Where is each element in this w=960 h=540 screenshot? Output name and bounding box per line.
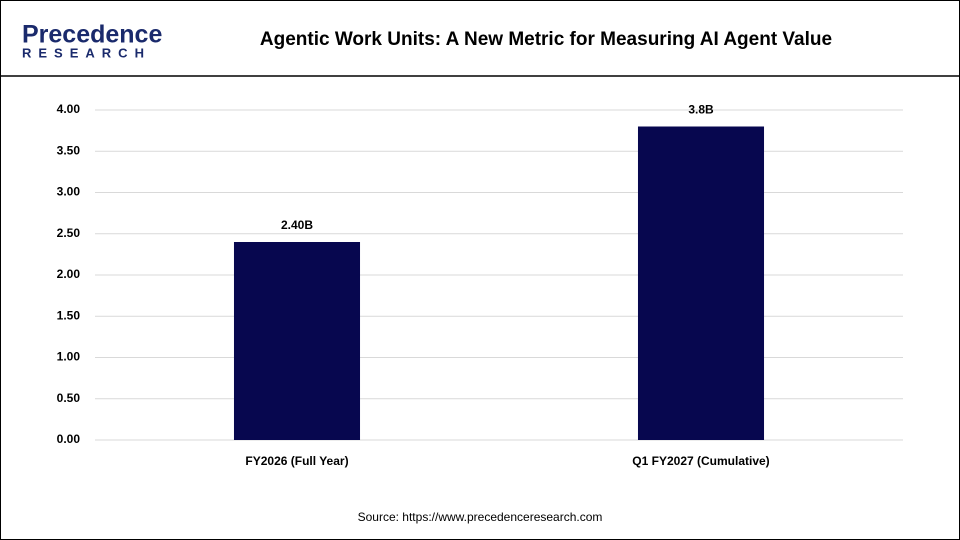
logo-name: Precedence (22, 21, 162, 49)
y-tick-label: 2.50 (57, 226, 81, 240)
y-tick-label: 0.00 (57, 432, 81, 446)
logo-subtitle: RESEARCH (22, 45, 151, 60)
source: Source: https://www.precedenceresearch.c… (358, 510, 603, 524)
y-tick-label: 2.00 (57, 267, 81, 281)
y-tick-label: 1.00 (57, 350, 81, 364)
y-tick-label: 3.50 (57, 143, 81, 157)
x-tick-label: FY2026 (Full Year) (245, 454, 348, 468)
y-tick-label: 0.50 (57, 391, 81, 405)
bar (637, 126, 765, 440)
y-tick-label: 4.00 (57, 102, 81, 116)
y-tick-label: 3.00 (57, 185, 81, 199)
value-label: 2.40B (281, 218, 313, 232)
bar (233, 242, 361, 440)
x-tick-label: Q1 FY2027 (Cumulative) (632, 454, 769, 468)
chart-title: Agentic Work Units: A New Metric for Mea… (260, 29, 832, 50)
value-label: 3.8B (688, 103, 714, 117)
y-tick-label: 1.50 (57, 308, 81, 322)
